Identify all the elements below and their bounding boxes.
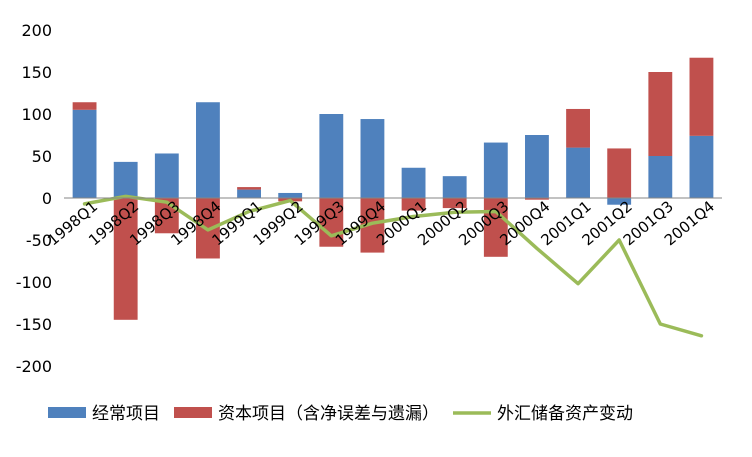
bar-capital-account: [689, 57, 714, 136]
bar-current-account: [237, 189, 261, 198]
legend-label: 外汇储备资产变动: [497, 404, 633, 424]
bar-current-account: [689, 135, 714, 198]
bar-current-account: [442, 176, 467, 198]
bar-capital-account: [566, 108, 590, 148]
bar-current-account: [154, 153, 179, 198]
y-tick-label: -200: [16, 357, 52, 376]
legend-label: 经常项目: [92, 404, 160, 424]
plot-area: [72, 57, 714, 338]
bar-current-account: [113, 161, 138, 198]
bar-capital-account: [237, 187, 261, 190]
legend-swatch: [48, 407, 86, 418]
bar-capital-account: [72, 102, 97, 110]
legend: 经常项目 资本项目（含净误差与遗漏） 外汇储备资产变动: [48, 404, 633, 424]
bar-current-account: [566, 147, 590, 198]
bar-current-account: [401, 167, 426, 198]
bar-capital-account: [401, 198, 426, 211]
y-tick-label: 200: [21, 21, 52, 40]
bar-capital-account: [525, 198, 549, 200]
y-tick-label: -100: [16, 273, 52, 292]
y-tick-label: 100: [21, 105, 52, 124]
y-tick-label: -150: [16, 315, 52, 334]
y-tick-label: 50: [32, 147, 52, 166]
y-tick-label: -50: [26, 231, 52, 250]
y-axis: 200 150 100 50 0 -50 -100 -150 -200: [16, 21, 52, 376]
bar-current-account: [72, 109, 97, 198]
bar-capital-account: [113, 198, 138, 320]
bar-current-account: [607, 198, 632, 205]
bar-current-account: [278, 192, 303, 198]
bar-capital-account: [360, 198, 385, 253]
bar-current-account: [648, 156, 673, 198]
bar-capital-account: [442, 198, 467, 209]
line-reserve-change: [82, 194, 704, 338]
bar-capital-account: [648, 72, 673, 156]
bar-capital-account: [607, 148, 632, 198]
bar-current-account: [483, 142, 508, 198]
y-tick-label: 150: [21, 63, 52, 82]
bar-current-account: [196, 102, 220, 198]
bar-current-account: [525, 135, 549, 198]
bar-current-account: [360, 119, 385, 198]
legend-label: 资本项目（含净误差与遗漏）: [218, 404, 439, 424]
legend-swatch: [174, 407, 212, 418]
bar-current-account: [319, 114, 344, 198]
y-tick-label: 0: [42, 189, 52, 208]
